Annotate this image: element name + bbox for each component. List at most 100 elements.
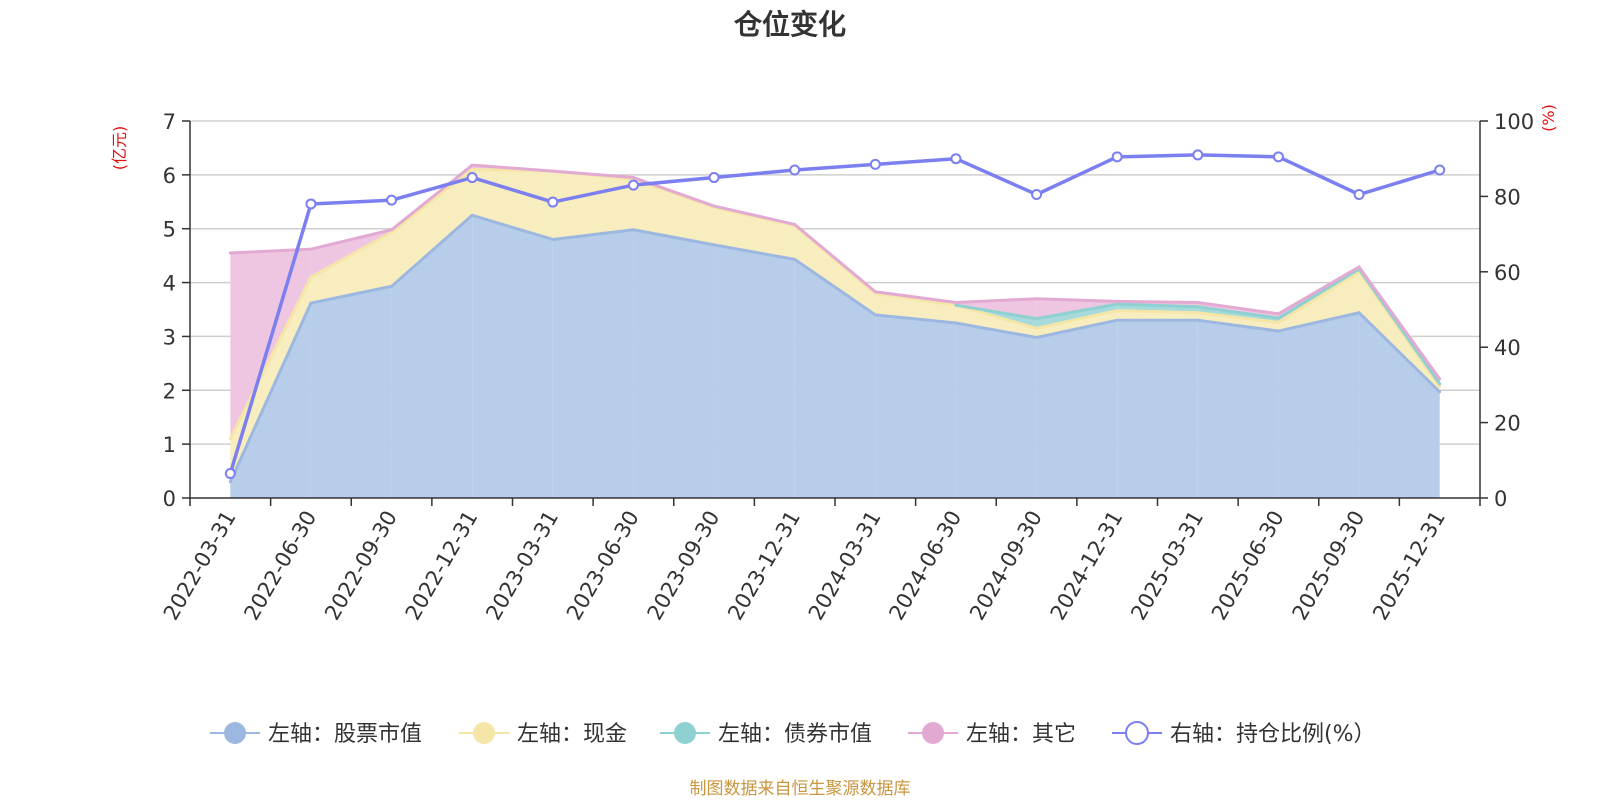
right-tick-label: 0: [1494, 487, 1507, 511]
area-2-segment: [472, 169, 553, 240]
area-4-edge: [470, 163, 555, 173]
chart-title: 仓位变化: [734, 8, 846, 41]
legend-marker: [1125, 721, 1149, 745]
x-tick-label: 2025-12-31: [1368, 507, 1450, 625]
area-4-segment: [955, 298, 1037, 319]
ratio-point: [1353, 189, 1365, 201]
area-2-edge: [1357, 270, 1442, 389]
legend-label: 左轴：现金: [517, 722, 627, 747]
x-tick-label: 2024-12-31: [1046, 507, 1128, 625]
left-tick-label: 1: [163, 433, 176, 457]
left-tick-label: 4: [163, 272, 176, 296]
area-4-edge: [1115, 299, 1200, 304]
area-1-edge: [390, 213, 474, 288]
area-2-edge: [1115, 309, 1200, 315]
area-1-edge: [793, 257, 877, 317]
x-tick-label: 2025-09-30: [1288, 507, 1370, 625]
legend-label: 左轴：股票市值: [268, 722, 422, 747]
ratio-point: [789, 164, 801, 176]
ratio-line-series: [224, 149, 1446, 479]
x-tick-label: 2022-03-31: [159, 507, 241, 625]
area-1-segment: [230, 303, 311, 498]
ratio-point: [547, 196, 559, 208]
area-2-segment: [794, 225, 876, 315]
area-1-segment: [714, 244, 795, 498]
area-2-segment: [955, 305, 1037, 338]
area-1-edge: [1196, 318, 1280, 333]
area-1-segment: [1278, 312, 1360, 498]
area-1-segment: [1117, 320, 1198, 498]
x-tick-label: 2024-06-30: [884, 507, 966, 625]
area-1-edge: [631, 228, 716, 247]
x-tick-label: 2023-06-30: [562, 507, 644, 625]
area-2-segment: [310, 232, 392, 304]
area-3-edge: [1357, 267, 1442, 386]
area-1-edge: [551, 228, 635, 241]
ratio-point: [305, 198, 317, 210]
area-2-edge: [1035, 309, 1119, 330]
area-4-edge: [1276, 265, 1361, 316]
area-1-edge: [712, 243, 797, 261]
ratio-point: [950, 153, 962, 165]
area-3-segment: [1036, 304, 1118, 329]
area-1-edge: [228, 301, 313, 484]
area-1-segment: [391, 215, 473, 498]
x-tick-label: 2023-12-31: [723, 507, 805, 625]
area-1-edge: [873, 313, 958, 325]
area-3-edge: [1115, 302, 1200, 309]
x-tick-label: 2023-03-31: [481, 507, 563, 625]
x-tick-label: 2022-06-30: [239, 507, 321, 625]
area-2-edge: [954, 303, 1039, 330]
right-tick-label: 20: [1494, 412, 1521, 436]
area-1-edge: [1357, 311, 1442, 394]
area-3-edge: [1196, 305, 1280, 320]
left-tick-label: 3: [163, 325, 176, 349]
left-tick-label: 2: [163, 379, 176, 403]
x-tick-label: 2024-03-31: [804, 507, 886, 625]
x-tick-label: 2025-03-31: [1126, 507, 1208, 625]
x-tick-label: 2023-09-30: [643, 507, 725, 625]
ratio-point: [708, 172, 720, 184]
left-tick-label: 5: [163, 218, 176, 242]
area-1-segment: [1036, 320, 1118, 498]
area-1-edge: [1276, 311, 1361, 333]
legend: 左轴：股票市值 左轴：现金 左轴：债券市值 左轴：其它 右轴：持仓比例(%）: [210, 721, 1376, 747]
legend-marker: [922, 722, 944, 744]
area-2-segment: [1197, 312, 1279, 332]
area-2-segment: [714, 207, 795, 260]
ratio-point: [466, 172, 478, 184]
area-1-edge: [309, 284, 394, 305]
area-4-edge: [793, 222, 877, 294]
area-1-segment: [472, 215, 553, 498]
right-tick-label: 60: [1494, 261, 1521, 285]
area-4-edge: [309, 228, 394, 251]
ratio-line: [228, 153, 1441, 474]
area-2-edge: [309, 230, 394, 279]
right-tick-label: 80: [1494, 185, 1521, 209]
right-axis-unit: (%): [1539, 104, 1558, 132]
area-3-edge: [954, 303, 1039, 321]
ratio-point: [224, 467, 236, 479]
area-2-edge: [873, 291, 958, 307]
ratio-point: [869, 158, 881, 170]
ratio-point: [1031, 189, 1043, 201]
legend-label: 左轴：债券市值: [718, 722, 872, 747]
x-tick-label: 2024-09-30: [965, 507, 1047, 625]
area-4-edge: [390, 163, 474, 232]
area-2-segment: [391, 169, 473, 287]
area-1-segment: [794, 259, 876, 498]
area-1-segment: [955, 322, 1037, 498]
x-tick-label: 2025-06-30: [1207, 507, 1289, 625]
area-1-segment: [310, 286, 392, 498]
area-1-edge: [954, 321, 1039, 340]
left-tick-label: 7: [163, 110, 176, 134]
area-3-edge: [1276, 267, 1361, 320]
area-1-edge: [470, 213, 555, 241]
left-axis-unit: (亿元): [110, 126, 129, 171]
area-4-edge: [1035, 297, 1119, 303]
legend-marker: [473, 722, 495, 744]
left-tick-label: 0: [163, 487, 176, 511]
right-tick-label: 40: [1494, 336, 1521, 360]
area-2-segment: [552, 171, 634, 240]
